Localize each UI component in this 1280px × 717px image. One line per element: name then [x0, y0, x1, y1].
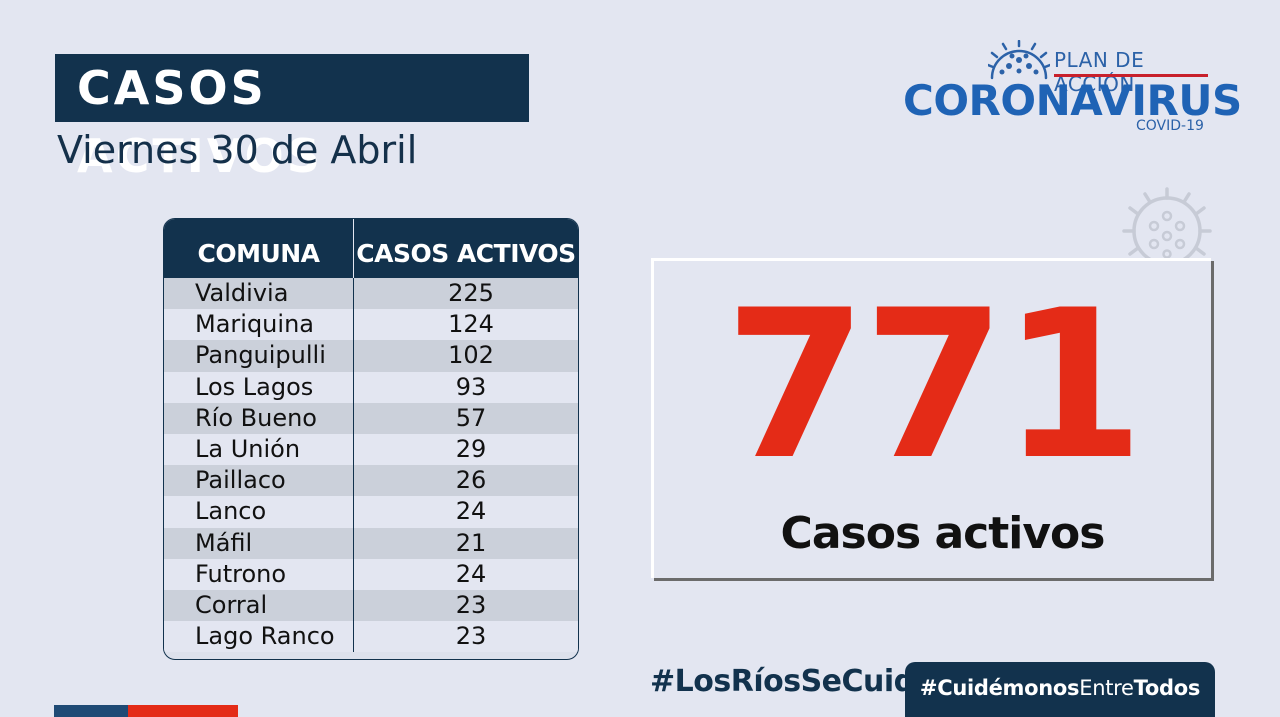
date-subtitle: Viernes 30 de Abril	[57, 128, 418, 172]
hashtag-losrios: #LosRíosSeCuida	[650, 664, 935, 699]
hashtag-part-b: Entre	[1079, 676, 1134, 700]
footer-bar-red	[128, 705, 238, 717]
table-row: Río Bueno 57	[164, 402, 578, 434]
table-row: La Unión 29	[164, 433, 578, 466]
total-label: Casos activos	[780, 508, 1106, 559]
total-number: 771	[724, 267, 1145, 505]
casos-cell: 57	[455, 403, 487, 432]
table-row: Paillaco 26	[164, 465, 578, 497]
casos-cell: 124	[448, 310, 494, 339]
logo-sub-text: COVID-19	[1136, 118, 1204, 134]
casos-cell: 24	[455, 497, 487, 526]
hashtag-cuidemonos: #CuidémonosEntreTodos	[905, 662, 1215, 717]
comuna-cell: Paillaco	[164, 465, 354, 497]
casos-cell: 24	[455, 559, 487, 588]
comuna-cell: Río Bueno	[164, 402, 354, 434]
hashtag-part-a: #Cuidémonos	[919, 676, 1080, 700]
table-row: Máfil 21	[164, 527, 578, 559]
cases-table: COMUNA CASOS ACTIVOS Valdivia 225 Mariquin…	[163, 218, 579, 660]
table-row: Futrono 24	[164, 558, 578, 590]
logo-divider	[1054, 74, 1208, 77]
table-row: Valdivia 225	[164, 278, 578, 310]
casos-cell: 29	[455, 434, 487, 463]
comuna-cell: Lanco	[164, 496, 354, 528]
comuna-cell: Los Lagos	[164, 371, 354, 403]
comuna-cell: Lago Ranco	[164, 621, 354, 653]
coronavirus-logo: PLAN DE ACCIÓN CORONAVIRUS COVID-19	[900, 38, 1242, 138]
comuna-cell: Valdivia	[164, 278, 354, 310]
casos-cell: 102	[448, 341, 494, 370]
header-casos: CASOS ACTIVOS	[356, 239, 576, 268]
comuna-cell: La Unión	[164, 433, 354, 466]
casos-cell: 26	[455, 466, 487, 495]
table-row: Lago Ranco 23	[164, 621, 578, 653]
casos-cell: 23	[455, 590, 487, 619]
table-row: Panguipulli 102	[164, 340, 578, 372]
header-comuna: COMUNA	[164, 219, 354, 278]
hashtag-part-c: Todos	[1133, 676, 1201, 700]
logo-main-text: CORONAVIRUS	[903, 76, 1242, 125]
comuna-cell: Máfil	[164, 527, 354, 559]
total-card: 771 Casos activos	[651, 258, 1211, 578]
table-row: Corral 23	[164, 589, 578, 622]
coronavirus-icon	[1122, 187, 1212, 266]
page-title: CASOS ACTIVOS	[55, 54, 529, 183]
footer-bar-blue	[54, 705, 128, 717]
coronavirus-icon	[988, 40, 1050, 80]
comuna-cell: Mariquina	[164, 309, 354, 341]
casos-cell: 23	[455, 622, 487, 651]
comuna-cell: Panguipulli	[164, 340, 354, 372]
comuna-cell: Futrono	[164, 558, 354, 590]
casos-cell: 225	[448, 279, 494, 307]
table-row: Los Lagos 93	[164, 371, 578, 403]
casos-cell: 93	[455, 372, 487, 401]
comuna-cell: Corral	[164, 589, 354, 622]
table-row: Mariquina 124	[164, 309, 578, 341]
casos-cell: 21	[455, 528, 487, 557]
table-header: COMUNA CASOS ACTIVOS	[164, 219, 578, 278]
table-body: Valdivia 225 Mariquina 124 Panguipulli 102 Los…	[164, 278, 578, 653]
table-row: Lanco 24	[164, 496, 578, 528]
